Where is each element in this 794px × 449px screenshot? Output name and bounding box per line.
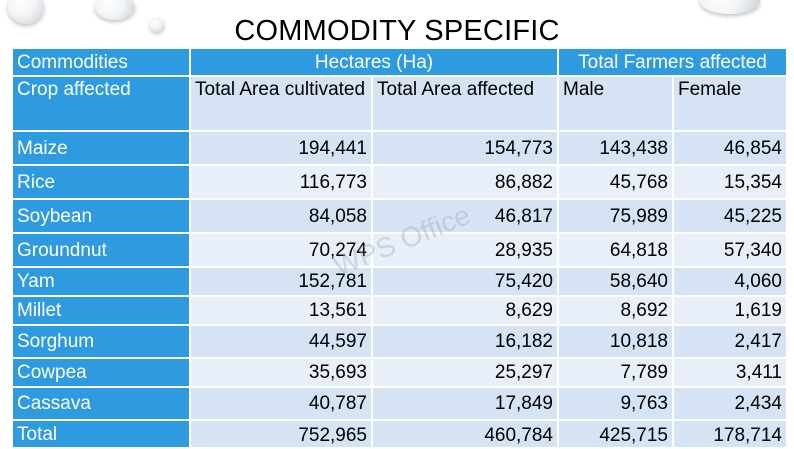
farmers-female-cell: 57,340	[672, 232, 788, 268]
table-row: Maize 194,441 154,773 143,438 46,854	[11, 130, 788, 166]
table-row: Sorghum 44,597 16,182 10,818 2,417	[11, 324, 788, 359]
crop-name-cell: Millet	[11, 295, 191, 326]
area-affected-cell: 46,817	[371, 198, 559, 234]
header-crop-affected: Crop affected	[11, 75, 191, 132]
crop-name-cell: Maize	[11, 130, 191, 166]
header-male: Male	[557, 75, 674, 132]
header-row-2: Crop affected Total Area cultivated Tota…	[11, 75, 788, 132]
header-commodities: Commodities	[11, 47, 191, 77]
area-affected-cell: 28,935	[371, 232, 559, 268]
crop-name-cell: Groundnut	[11, 232, 191, 268]
area-cultivated-cell: 116,773	[189, 164, 373, 200]
header-hectares: Hectares (Ha)	[189, 47, 559, 77]
area-affected-cell: 8,629	[371, 295, 559, 326]
area-cultivated-cell: 84,058	[189, 198, 373, 234]
farmers-female-cell: 4,060	[672, 266, 788, 297]
area-affected-cell: 17,849	[371, 386, 559, 421]
area-cultivated-cell: 40,787	[189, 386, 373, 421]
crop-name-cell: Yam	[11, 266, 191, 297]
water-drop-decoration	[95, 0, 135, 20]
farmers-male-cell: 58,640	[557, 266, 674, 297]
crop-name-cell: Cassava	[11, 386, 191, 421]
total-row: Total 752,965 460,784 425,715 178,714	[11, 419, 788, 449]
farmers-male-cell: 143,438	[557, 130, 674, 166]
area-cultivated-cell: 152,781	[189, 266, 373, 297]
table-row: Yam 152,781 75,420 58,640 4,060	[11, 266, 788, 297]
header-row-1: Commodities Hectares (Ha) Total Farmers …	[11, 47, 788, 77]
header-total-area-affected: Total Area affected	[371, 75, 559, 132]
farmers-female-cell: 45,225	[672, 198, 788, 234]
total-cultivated: 752,965	[189, 419, 373, 449]
area-affected-cell: 86,882	[371, 164, 559, 200]
total-male: 425,715	[557, 419, 674, 449]
crop-name-cell: Soybean	[11, 198, 191, 234]
farmers-female-cell: 3,411	[672, 357, 788, 388]
table-row: Groundnut 70,274 28,935 64,818 57,340	[11, 232, 788, 268]
area-affected-cell: 154,773	[371, 130, 559, 166]
table-row: Rice 116,773 86,882 45,768 15,354	[11, 164, 788, 200]
table-row: Cowpea 35,693 25,297 7,789 3,411	[11, 357, 788, 388]
crop-name-cell: Sorghum	[11, 324, 191, 359]
area-cultivated-cell: 194,441	[189, 130, 373, 166]
area-cultivated-cell: 13,561	[189, 295, 373, 326]
farmers-female-cell: 15,354	[672, 164, 788, 200]
total-affected: 460,784	[371, 419, 559, 449]
header-female: Female	[672, 75, 788, 132]
area-affected-cell: 75,420	[371, 266, 559, 297]
crop-name-cell: Cowpea	[11, 357, 191, 388]
table-row: Millet 13,561 8,629 8,692 1,619	[11, 295, 788, 326]
area-affected-cell: 25,297	[371, 357, 559, 388]
total-label: Total	[11, 419, 191, 449]
farmers-male-cell: 9,763	[557, 386, 674, 421]
farmers-male-cell: 10,818	[557, 324, 674, 359]
table-row: Soybean 84,058 46,817 75,989 45,225	[11, 198, 788, 234]
header-total-area-cultivated: Total Area cultivated	[189, 75, 373, 132]
farmers-female-cell: 46,854	[672, 130, 788, 166]
total-female: 178,714	[672, 419, 788, 449]
farmers-female-cell: 2,434	[672, 386, 788, 421]
crop-name-cell: Rice	[11, 164, 191, 200]
commodity-table: Commodities Hectares (Ha) Total Farmers …	[11, 47, 788, 449]
area-cultivated-cell: 70,274	[189, 232, 373, 268]
header-total-farmers: Total Farmers affected	[557, 47, 788, 77]
farmers-male-cell: 45,768	[557, 164, 674, 200]
farmers-female-cell: 1,619	[672, 295, 788, 326]
farmers-male-cell: 7,789	[557, 357, 674, 388]
page-title: COMMODITY SPECIFIC	[234, 15, 560, 47]
area-cultivated-cell: 44,597	[189, 324, 373, 359]
farmers-male-cell: 8,692	[557, 295, 674, 326]
farmers-female-cell: 2,417	[672, 324, 788, 359]
farmers-male-cell: 75,989	[557, 198, 674, 234]
area-cultivated-cell: 35,693	[189, 357, 373, 388]
water-drop-decoration	[150, 18, 164, 32]
area-affected-cell: 16,182	[371, 324, 559, 359]
water-drop-decoration	[700, 0, 760, 14]
farmers-male-cell: 64,818	[557, 232, 674, 268]
table-row: Cassava 40,787 17,849 9,763 2,434	[11, 386, 788, 421]
